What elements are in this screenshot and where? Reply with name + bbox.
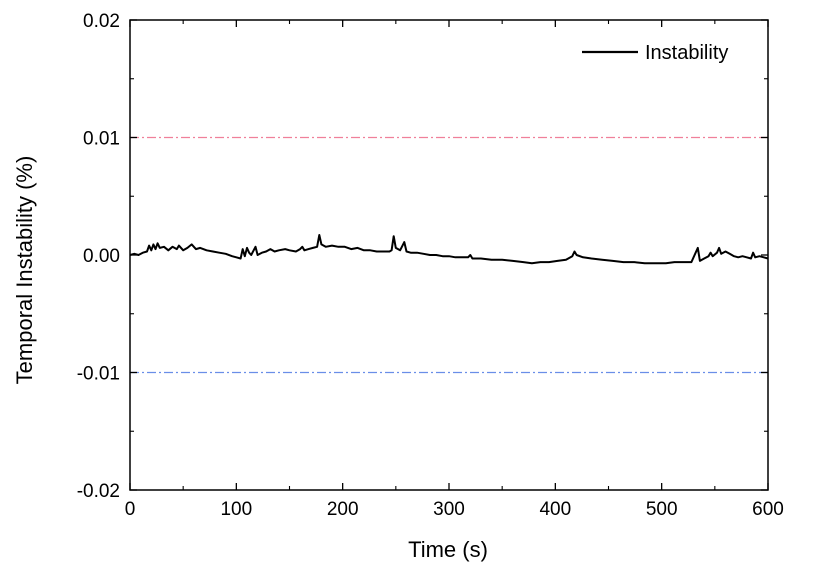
x-tick-label: 200 [327,499,359,520]
y-axis-label: Temporal Instability (%) [12,156,37,385]
plot-frame [129,19,769,491]
legend-entry: Instability [645,42,728,64]
x-tick-label: 600 [752,499,784,520]
ticks-layer: 0 100 200 300 400 500 600 0.02 0.01 0.00 -0.01 -0.0… [77,11,784,520]
reference-lines [130,136,768,374]
x-tick-label: 0 [125,499,136,520]
y-tick-label: 0.00 [83,246,120,267]
legend: Instability [582,42,728,64]
x-tick-label: 400 [539,499,571,520]
x-tick-label: 500 [646,499,678,520]
x-tick-label: 100 [220,499,252,520]
y-tick-label: -0.01 [77,364,120,385]
x-tick-label: 300 [433,499,465,520]
x-axis-label: Time (s) [408,537,488,562]
series-line-instability [129,234,769,265]
series-layer [129,234,769,265]
y-tick-label: 0.02 [83,11,120,32]
y-tick-label: 0.01 [83,129,120,150]
y-tick-label: -0.02 [77,481,120,502]
